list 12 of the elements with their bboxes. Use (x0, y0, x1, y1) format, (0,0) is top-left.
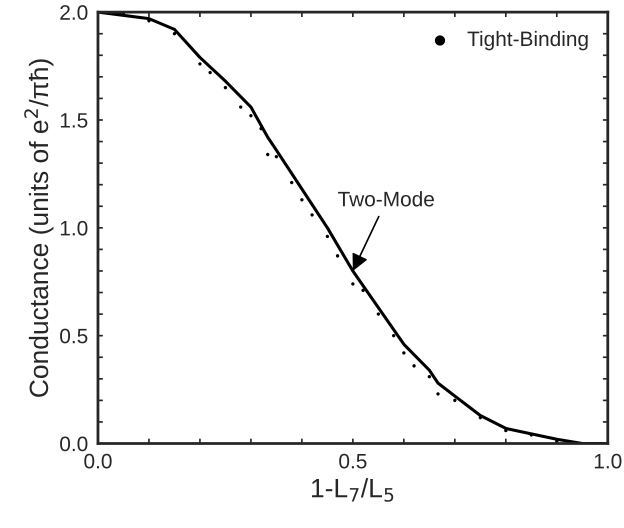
y-tick-label: 1.0 (60, 220, 88, 236)
y-tick-label: 0.5 (60, 328, 88, 344)
y-tick-label: 2.0 (60, 5, 88, 20)
x-tick-label: 0.0 (84, 454, 112, 469)
y-axis-title: Conductance (units of e$^{2}$/πħ) (24, 59, 54, 397)
x-tick-label: 0.5 (339, 454, 366, 469)
annotation: Two-Mode (338, 191, 434, 206)
x-tick-label: 1.0 (594, 454, 622, 469)
y-tick-label: 0.0 (60, 436, 88, 452)
x-axis-title: 1-L$_{7}$/L$_{5}$ (312, 478, 394, 502)
legend-label: Tight-Binding (468, 30, 588, 50)
y-tick-label: 1.5 (60, 113, 88, 128)
